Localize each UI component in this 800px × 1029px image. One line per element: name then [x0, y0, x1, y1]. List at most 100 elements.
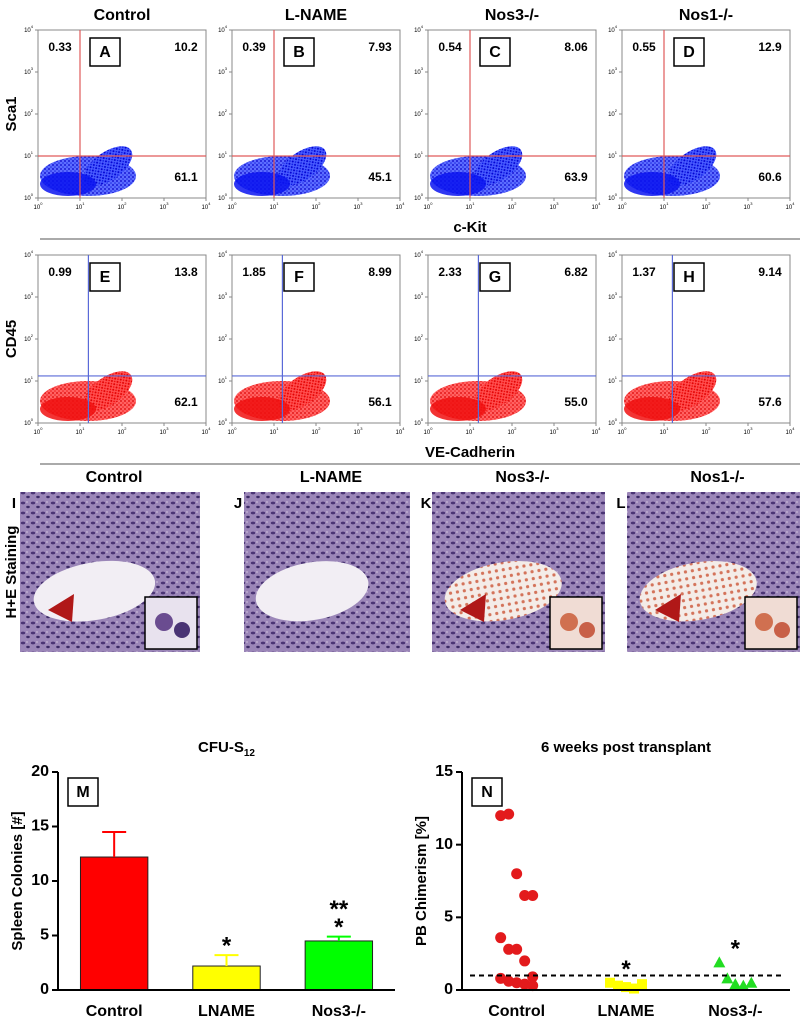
tick-base: 10 — [24, 112, 31, 118]
title-main: CFU-S — [198, 739, 244, 756]
panel-letter: D — [683, 44, 695, 61]
y-tick-label: 104 — [414, 24, 424, 34]
tick-base: 10 — [660, 205, 667, 211]
cell-cloud — [40, 172, 96, 196]
quadrant-value: 62.1 — [174, 395, 198, 409]
x-tick-label: 100 — [228, 201, 238, 211]
tick-base: 10 — [466, 430, 473, 436]
significance-mark: * — [222, 932, 232, 959]
y-tick-label: 103 — [24, 291, 34, 301]
data-point — [495, 932, 507, 944]
quadrant-value: 1.85 — [242, 265, 266, 279]
tick-base: 10 — [354, 205, 361, 211]
tick-base: 10 — [508, 430, 515, 436]
y-tick-label: 104 — [24, 249, 34, 259]
tick-exp: 0 — [430, 201, 433, 206]
y-tick-label: 101 — [608, 150, 618, 160]
tick-exp: 0 — [31, 192, 34, 197]
data-point — [613, 980, 623, 991]
inset-cell — [755, 613, 773, 631]
tick-exp: 3 — [556, 201, 559, 206]
y-tick-label: 103 — [608, 66, 618, 76]
x-tick-label: Nos3-/- — [312, 1003, 366, 1020]
tick-exp: 4 — [792, 201, 795, 206]
y-tick-label: 101 — [414, 150, 424, 160]
tick-base: 10 — [218, 379, 225, 385]
tick-base: 10 — [608, 154, 615, 160]
x-axis-label: c-Kit — [453, 219, 486, 236]
tick-exp: 3 — [750, 426, 753, 431]
y-tick-label: 100 — [24, 192, 34, 202]
y-tick-label: 10 — [31, 872, 49, 889]
y-tick-label: 10 — [435, 836, 453, 853]
tick-exp: 4 — [208, 426, 211, 431]
data-point — [721, 972, 734, 984]
x-tick-label: 102 — [312, 201, 322, 211]
cell-cloud — [40, 397, 96, 421]
tick-exp: 4 — [402, 201, 405, 206]
bar — [192, 965, 261, 991]
tick-base: 10 — [218, 421, 225, 427]
tick-base: 10 — [228, 430, 235, 436]
y-tick-label: 102 — [414, 333, 424, 343]
data-point — [713, 956, 726, 968]
y-tick-label: 0 — [444, 981, 453, 998]
tick-base: 10 — [270, 205, 277, 211]
panel-letter-box — [673, 37, 705, 67]
x-tick-label: 100 — [424, 426, 434, 436]
tick-exp: 2 — [225, 108, 228, 113]
title-main: 6 weeks post transplant — [541, 739, 711, 756]
tick-exp: 4 — [615, 24, 618, 29]
x-tick-label: 102 — [118, 201, 128, 211]
tick-base: 10 — [550, 430, 557, 436]
tick-base: 10 — [618, 205, 625, 211]
tick-exp: 3 — [31, 66, 34, 71]
tick-exp: 1 — [666, 426, 669, 431]
tick-exp: 2 — [31, 333, 34, 338]
tick-base: 10 — [744, 205, 751, 211]
y-tick-label: 20 — [31, 763, 49, 780]
significance-mark: * — [621, 956, 631, 983]
tick-base: 10 — [592, 430, 599, 436]
y-tick-label: 5 — [444, 909, 453, 926]
tick-exp: 3 — [421, 291, 424, 296]
panel-letter-box — [89, 37, 121, 67]
x-tick-label: 100 — [228, 426, 238, 436]
tick-exp: 0 — [615, 417, 618, 422]
column-title: Nos1-/- — [679, 7, 733, 24]
y-tick-label: 100 — [218, 417, 228, 427]
bar — [79, 856, 149, 991]
tick-exp: 1 — [82, 201, 85, 206]
tick-base: 10 — [660, 430, 667, 436]
y-tick-label: 101 — [24, 375, 34, 385]
tick-exp: 0 — [40, 201, 43, 206]
tick-exp: 2 — [225, 333, 228, 338]
x-tick-label: 101 — [466, 426, 476, 436]
x-tick-label: 103 — [354, 426, 364, 436]
y-tick-label: 5 — [40, 927, 49, 944]
y-tick-label: 101 — [218, 150, 228, 160]
x-tick-label: Control — [86, 1003, 143, 1020]
tick-base: 10 — [608, 295, 615, 301]
tick-exp: 1 — [615, 150, 618, 155]
bar — [304, 940, 374, 991]
panel-letter: H — [683, 269, 695, 286]
tick-exp: 3 — [615, 66, 618, 71]
y-tick-label: 100 — [608, 417, 618, 427]
data-point — [527, 980, 539, 992]
tick-exp: 3 — [225, 291, 228, 296]
tick-base: 10 — [24, 337, 31, 343]
tick-exp: 3 — [166, 201, 169, 206]
y-tick-label: 104 — [24, 24, 34, 34]
data-point — [527, 971, 539, 983]
x-tick-label: 101 — [76, 201, 86, 211]
x-tick-label: 102 — [508, 426, 518, 436]
panel-letter-box — [283, 37, 315, 67]
tick-base: 10 — [202, 430, 209, 436]
tick-base: 10 — [414, 295, 421, 301]
tick-base: 10 — [702, 430, 709, 436]
chart-title: CFU-S12 — [198, 739, 255, 759]
tick-exp: 0 — [31, 417, 34, 422]
tick-exp: 3 — [615, 291, 618, 296]
tick-exp: 2 — [615, 108, 618, 113]
